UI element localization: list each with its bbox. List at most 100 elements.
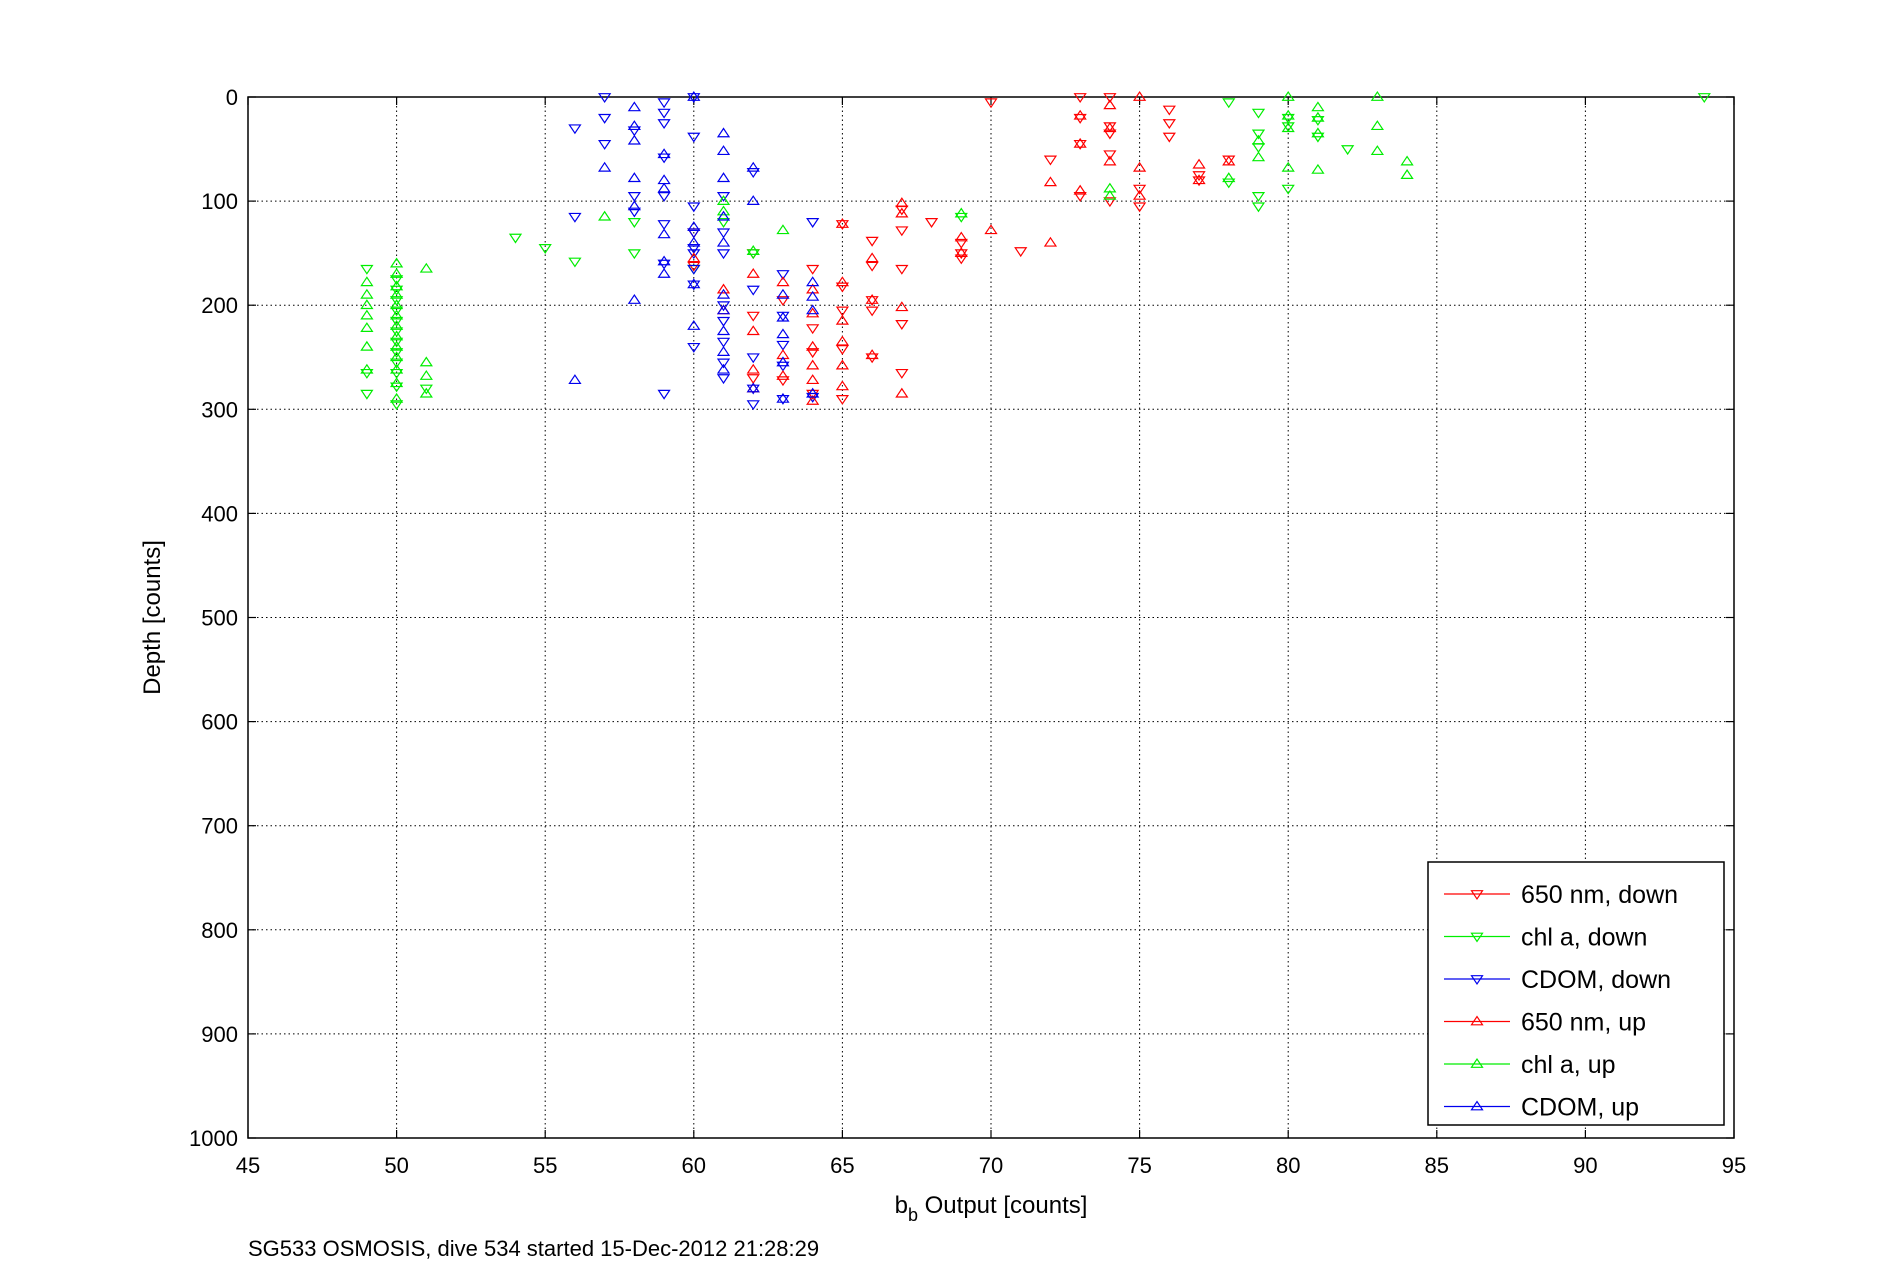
- data-point: [716, 228, 731, 239]
- data-point: [1192, 158, 1206, 169]
- axis-ticks: 45 50 55 60 65 70 75 80 85 90 95 0 100 200 300 400 500 60…: [189, 85, 1746, 1178]
- data-point: [954, 231, 968, 242]
- data-point: [776, 328, 790, 339]
- data-point: [360, 264, 374, 275]
- data-point: [716, 236, 731, 247]
- data-point: [1103, 93, 1117, 104]
- y-tick-label: 300: [201, 397, 238, 422]
- x-tick-label: 50: [384, 1153, 408, 1178]
- data-point: [746, 311, 760, 322]
- data-point: [1073, 184, 1087, 195]
- y-tick-label: 200: [201, 293, 238, 318]
- data-point: [806, 276, 820, 287]
- data-point: [835, 335, 850, 346]
- data-point: [806, 374, 820, 385]
- data-point: [1103, 150, 1117, 161]
- data-point: [1251, 134, 1266, 145]
- data-point: [1073, 139, 1087, 150]
- data-point: [687, 132, 701, 143]
- data-point: [627, 200, 641, 211]
- data-point: [389, 348, 404, 359]
- data-point: [835, 380, 850, 391]
- data-point: [1043, 155, 1058, 166]
- data-point: [746, 168, 760, 178]
- data-point: [568, 124, 582, 135]
- data-point: [389, 299, 404, 310]
- data-point: [835, 394, 850, 405]
- x-tick-label: 75: [1127, 1153, 1151, 1178]
- data-point: [657, 255, 671, 266]
- data-point: [627, 101, 641, 112]
- data-point: [895, 197, 909, 208]
- data-point: [598, 113, 612, 124]
- data-point: [806, 394, 820, 405]
- data-point: [657, 108, 671, 119]
- data-point: [389, 337, 404, 348]
- legend-item: 650 nm, down: [1444, 881, 1678, 909]
- data-point: [508, 233, 523, 244]
- data-point: [895, 368, 909, 379]
- y-tick-label: 900: [201, 1022, 238, 1047]
- data-point: [1043, 176, 1058, 187]
- data-point: [687, 264, 701, 275]
- data-point: [1311, 127, 1325, 138]
- data-point: [1251, 129, 1266, 140]
- data-point: [1281, 109, 1295, 120]
- data-point: [954, 207, 968, 218]
- data-point: [389, 351, 404, 362]
- data-point: [568, 212, 582, 223]
- data-point: [716, 210, 731, 221]
- data-point: [716, 316, 731, 327]
- data-point: [419, 387, 433, 398]
- data-point: [746, 363, 760, 374]
- caption: SG533 OSMOSIS, dive 534 started 15-Dec-2…: [248, 1236, 819, 1261]
- data-point: [806, 290, 820, 301]
- x-axis-label-rest: Output [counts]: [918, 1192, 1087, 1219]
- data-point: [835, 359, 850, 370]
- data-point: [687, 278, 701, 289]
- series-5: [568, 90, 820, 403]
- data-point: [806, 389, 820, 400]
- data-point: [389, 368, 404, 379]
- data-point: [1251, 191, 1266, 202]
- y-tick-label: 500: [201, 606, 238, 631]
- x-tick-label: 65: [830, 1153, 854, 1178]
- data-point: [806, 264, 820, 275]
- data-point: [627, 293, 641, 304]
- data-point: [1103, 129, 1117, 140]
- data-point: [1281, 122, 1295, 133]
- data-point: [895, 320, 909, 330]
- data-point: [716, 374, 731, 385]
- data-point: [1103, 197, 1117, 208]
- data-point: [806, 348, 820, 359]
- data-point: [1103, 122, 1117, 133]
- data-point: [627, 126, 641, 137]
- data-point: [1192, 171, 1206, 182]
- data-point: [657, 228, 671, 239]
- data-point: [1073, 137, 1087, 148]
- data-point: [360, 340, 374, 351]
- data-point: [687, 202, 701, 213]
- y-axis-label: Depth [counts]: [139, 540, 166, 695]
- data-point: [687, 221, 701, 232]
- data-point: [1370, 90, 1384, 101]
- data-point: [657, 98, 671, 109]
- legend-label: chl a, up: [1521, 1051, 1616, 1079]
- data-point: [806, 392, 820, 403]
- data-point: [895, 207, 909, 218]
- x-tick-label: 70: [979, 1153, 1003, 1178]
- x-tick-label: 45: [236, 1153, 260, 1178]
- data-point: [657, 182, 671, 193]
- x-tick-label: 85: [1425, 1153, 1449, 1178]
- data-point: [984, 224, 998, 235]
- data-point: [776, 311, 790, 322]
- data-point: [419, 369, 433, 380]
- data-point: [1043, 236, 1058, 247]
- data-point: [1073, 109, 1087, 120]
- data-point: [627, 120, 641, 131]
- data-point: [716, 249, 731, 260]
- legend-label: CDOM, down: [1521, 966, 1671, 994]
- series-2: [568, 93, 820, 411]
- data-point: [806, 218, 820, 228]
- data-point: [360, 276, 374, 287]
